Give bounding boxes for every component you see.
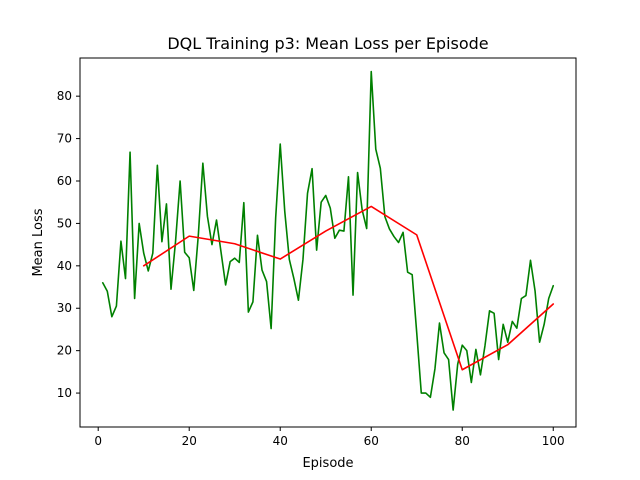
y-tick-label: 50 [57,216,72,230]
series-layer [101,70,555,411]
y-tick-label: 30 [57,301,72,315]
y-axis-ticks: 10 20 30 40 50 60 70 80 [57,89,80,400]
series-line-2 [142,205,555,371]
x-tick-label: 0 [94,434,102,448]
y-axis-label: Mean Loss [31,208,46,276]
y-tick-label: 20 [57,344,72,358]
x-tick-label: 60 [364,434,379,448]
y-tick-label: 70 [57,132,72,146]
y-tick-label: 10 [57,386,72,400]
x-tick-label: 100 [542,434,565,448]
y-tick-label: 60 [57,174,72,188]
x-axis-label: Episode [302,456,353,471]
x-axis-ticks: 0 20 40 60 80 100 [94,427,565,448]
x-tick-label: 80 [455,434,470,448]
chart-title: DQL Training p3: Mean Loss per Episode [167,34,488,53]
y-tick-label: 40 [57,259,72,273]
x-tick-label: 20 [182,434,197,448]
x-tick-label: 40 [273,434,288,448]
y-tick-label: 80 [57,89,72,103]
plot-frame [79,57,577,428]
series-line-1 [101,70,555,411]
